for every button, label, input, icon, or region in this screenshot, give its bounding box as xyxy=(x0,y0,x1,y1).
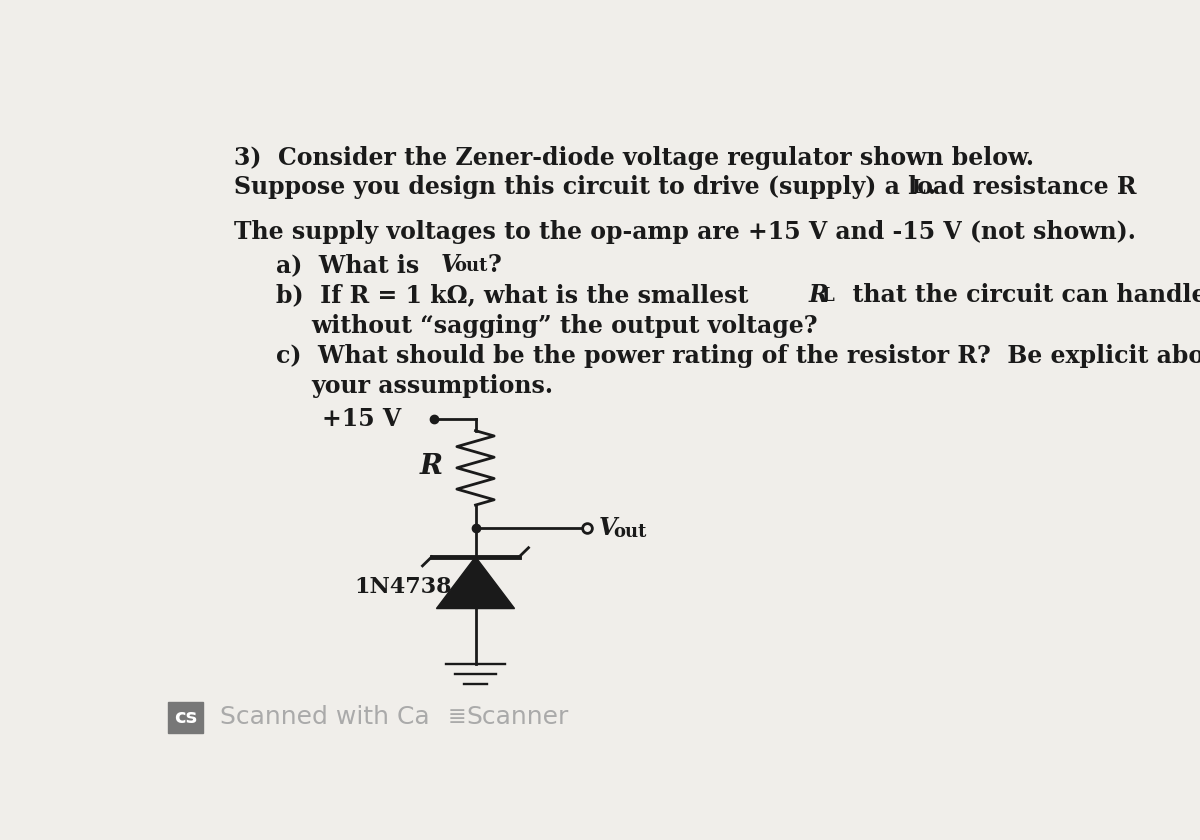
Text: L: L xyxy=(822,287,834,305)
Text: +15 V: +15 V xyxy=(322,407,401,431)
Text: out: out xyxy=(613,522,647,541)
Text: cs: cs xyxy=(174,708,197,727)
Text: 1N4738: 1N4738 xyxy=(355,576,452,598)
Text: R: R xyxy=(420,453,443,480)
Text: L: L xyxy=(911,179,924,197)
Text: without “sagging” the output voltage?: without “sagging” the output voltage? xyxy=(311,313,817,338)
Polygon shape xyxy=(437,557,515,608)
Text: that the circuit can handle: that the circuit can handle xyxy=(836,283,1200,307)
Text: V: V xyxy=(599,516,618,539)
Text: 3)  Consider the Zener-diode voltage regulator shown below.: 3) Consider the Zener-diode voltage regu… xyxy=(234,146,1033,170)
Text: your assumptions.: your assumptions. xyxy=(311,375,553,398)
Text: b)  If R = 1 kΩ, what is the smallest: b) If R = 1 kΩ, what is the smallest xyxy=(276,283,764,307)
Text: V: V xyxy=(442,253,460,277)
Text: .: . xyxy=(928,176,936,199)
Text: ≣: ≣ xyxy=(448,707,467,727)
Text: ?: ? xyxy=(487,253,502,277)
Text: R: R xyxy=(809,283,828,307)
Text: Suppose you design this circuit to drive (supply) a load resistance R: Suppose you design this circuit to drive… xyxy=(234,176,1136,199)
Text: a)  What is: a) What is xyxy=(276,253,427,277)
Text: Scanner: Scanner xyxy=(467,706,569,729)
Text: The supply voltages to the op-amp are +15 V and -15 V (not shown).: The supply voltages to the op-amp are +1… xyxy=(234,220,1135,244)
Text: c)  What should be the power rating of the resistor R?  Be explicit about: c) What should be the power rating of th… xyxy=(276,344,1200,368)
Text: Scanned with Ca: Scanned with Ca xyxy=(220,706,430,729)
Text: out: out xyxy=(454,257,487,275)
